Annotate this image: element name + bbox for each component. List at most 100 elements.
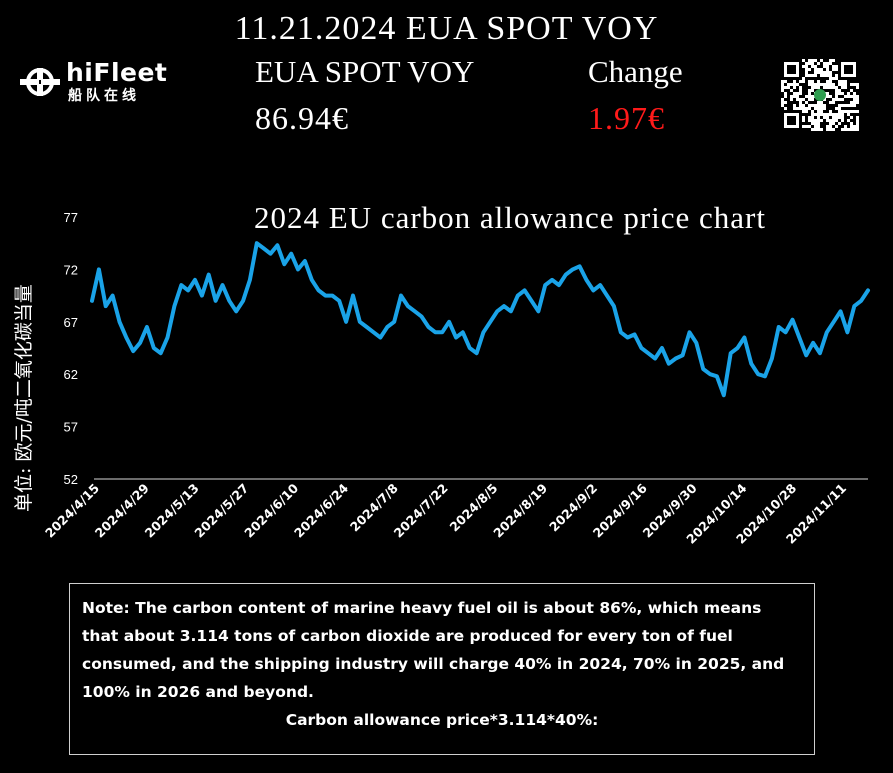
qr-module [820, 62, 823, 65]
y-tick-label: 67 [64, 315, 78, 330]
x-tick-label: 2024/7/22 [391, 481, 451, 541]
y-tick-label: 72 [64, 262, 78, 277]
qr-module [832, 62, 835, 65]
qr-module [790, 92, 793, 95]
qr-module [847, 101, 850, 104]
qr-module [826, 107, 829, 110]
qr-module [820, 65, 823, 68]
qr-finder-outer [838, 59, 859, 80]
qr-module [841, 101, 844, 104]
qr-module [802, 74, 805, 77]
qr-module [850, 119, 853, 122]
qr-module [805, 128, 808, 131]
qr-module [844, 119, 847, 122]
x-tick-label: 2024/8/5 [447, 481, 501, 535]
qr-module [826, 104, 829, 107]
qr-module [802, 62, 805, 65]
qr-module [814, 98, 817, 101]
qr-module [811, 101, 814, 104]
qr-module [814, 110, 817, 113]
x-tick-labels: 2024/4/152024/4/292024/5/132024/5/272024… [42, 480, 849, 546]
qr-module [802, 113, 805, 116]
qr-module [826, 101, 829, 104]
qr-module [814, 101, 817, 104]
qr-module [838, 101, 841, 104]
qr-center-logo [814, 89, 826, 101]
qr-module [805, 77, 808, 80]
qr-module [832, 71, 835, 74]
qr-module [823, 77, 826, 80]
y-tick-label: 77 [64, 210, 78, 225]
qr-module [811, 92, 814, 95]
x-tick-label: 2024/8/19 [490, 481, 550, 541]
x-tick-label: 2024/7/8 [347, 481, 401, 535]
note-text: Note: The carbon content of marine heavy… [82, 599, 785, 701]
qr-module [838, 128, 841, 131]
qr-module [787, 101, 790, 104]
logo-subtitle: 船队在线 [68, 88, 140, 104]
qr-module [820, 77, 823, 80]
qr-finder-inner [787, 116, 796, 125]
qr-module [811, 125, 814, 128]
qr-module [796, 80, 799, 83]
qr-module [856, 113, 859, 116]
qr-module [805, 119, 808, 122]
qr-module [847, 98, 850, 101]
qr-module [841, 107, 844, 110]
qr-module [835, 59, 838, 62]
qr-module [826, 89, 829, 92]
change-label: Change [588, 54, 683, 89]
qr-module [829, 65, 832, 68]
qr-module [805, 86, 808, 89]
qr-module [802, 83, 805, 86]
qr-module [781, 95, 784, 98]
qr-module [850, 113, 853, 116]
price-chart-svg: 2024 EU carbon allowance price chart 单位:… [13, 200, 870, 547]
qr-module [802, 68, 805, 71]
qr-module [817, 59, 820, 62]
qr-module [811, 107, 814, 110]
qr-module [787, 104, 790, 107]
qr-module [808, 128, 811, 131]
y-tick-label: 62 [64, 367, 78, 382]
qr-module [829, 68, 832, 71]
qr-module [808, 122, 811, 125]
qr-module [802, 128, 805, 131]
qr-module [847, 89, 850, 92]
qr-module [850, 92, 853, 95]
qr-module [781, 107, 784, 110]
qr-module [853, 116, 856, 119]
qr-module [835, 71, 838, 74]
series-line [90, 241, 870, 398]
qr-module [805, 89, 808, 92]
qr-module [787, 107, 790, 110]
qr-module [817, 74, 820, 77]
qr-module [826, 77, 829, 80]
qr-module [847, 116, 850, 119]
qr-module [808, 101, 811, 104]
qr-module [844, 92, 847, 95]
qr-module [856, 89, 859, 92]
qr-module [823, 101, 826, 104]
qr-module [805, 116, 808, 119]
y-tick-label: 52 [64, 472, 78, 487]
qr-module [790, 86, 793, 89]
price-chart: 2024 EU carbon allowance price chart 单位:… [0, 180, 893, 575]
qr-module [820, 122, 823, 125]
qr-module [850, 98, 853, 101]
qr-module [805, 98, 808, 101]
qr-module [847, 125, 850, 128]
qr-module [832, 104, 835, 107]
qr-module [832, 125, 835, 128]
qr-module [847, 107, 850, 110]
qr-module [808, 65, 811, 68]
note-box: Note: The carbon content of marine heavy… [69, 583, 815, 755]
qr-module [787, 80, 790, 83]
qr-code [781, 59, 859, 131]
qr-module [796, 104, 799, 107]
hifleet-logo-icon [20, 68, 60, 96]
qr-module [838, 125, 841, 128]
qr-finder-outer [781, 59, 802, 80]
qr-module [805, 104, 808, 107]
qr-module [814, 62, 817, 65]
